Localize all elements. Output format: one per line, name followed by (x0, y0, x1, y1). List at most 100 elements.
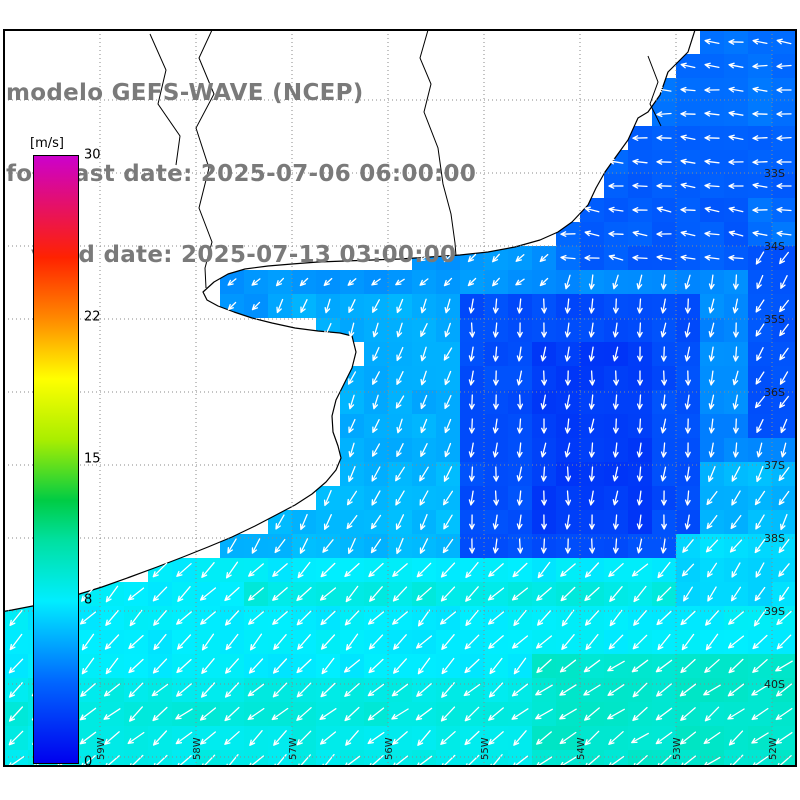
wave-arrow (441, 634, 455, 650)
wave-arrow (729, 539, 743, 553)
wave-arrow (516, 370, 523, 386)
colorbar-gradient (33, 155, 79, 764)
wave-arrow (564, 298, 571, 314)
wave-arrow (201, 658, 215, 674)
wave-arrow (612, 418, 619, 434)
wave-arrow (705, 633, 719, 651)
wave-arrow (685, 370, 691, 386)
field-cell (268, 750, 292, 766)
wave-arrow (680, 610, 696, 626)
wave-arrow (297, 561, 311, 579)
wave-arrow (588, 490, 595, 506)
wave-arrow (227, 278, 237, 286)
wave-arrow (415, 635, 433, 649)
wave-arrow (708, 370, 715, 386)
wave-arrow (609, 609, 623, 627)
wave-arrow (684, 322, 691, 338)
wave-arrow (732, 346, 739, 362)
wave-arrow (420, 418, 428, 434)
wave-arrow (177, 586, 191, 602)
wave-arrow (535, 684, 553, 696)
lat-label: 40S (764, 678, 785, 691)
colorbar: [m/s] 30 22 15 8 0 (30, 136, 120, 776)
wave-arrow (348, 299, 356, 313)
wave-arrow (513, 609, 527, 627)
wave-arrow (656, 254, 672, 261)
wave-arrow (444, 394, 452, 410)
wave-arrow (655, 731, 673, 745)
wave-arrow (153, 754, 168, 766)
wave-arrow (372, 419, 380, 433)
wave-arrow (395, 395, 405, 409)
wave-arrow (103, 708, 121, 720)
wave-arrow (515, 278, 525, 286)
wave-arrow (776, 111, 792, 117)
wave-arrow (152, 706, 168, 722)
wave-arrow (756, 347, 764, 361)
wave-arrow (565, 370, 571, 386)
wave-arrow (371, 466, 381, 482)
wave-arrow (661, 514, 667, 530)
field-cell (532, 750, 556, 766)
wave-arrow (564, 514, 571, 530)
colorbar-tick-label: 8 (84, 592, 93, 608)
wave-arrow (565, 490, 572, 506)
wave-arrow (537, 610, 551, 626)
wave-arrow (468, 298, 475, 314)
land-polygon (4, 30, 696, 612)
wave-arrow (348, 442, 355, 458)
wave-arrow (561, 609, 575, 627)
wave-arrow (393, 634, 407, 650)
lon-label: 59W (96, 737, 107, 760)
forecast-date: forecast date: 2025-07-06 06:00:00 (6, 161, 477, 187)
wave-arrow (343, 659, 361, 673)
wave-arrow (463, 683, 481, 697)
wave-arrow (488, 635, 504, 649)
wave-arrow (80, 586, 96, 602)
wave-arrow (441, 657, 455, 675)
wave-arrow (464, 634, 480, 650)
wave-arrow (564, 418, 571, 434)
wave-arrow (541, 514, 547, 530)
wave-arrow (395, 278, 405, 286)
wave-arrow (778, 490, 790, 506)
wave-arrow (440, 731, 456, 745)
land-layer (4, 30, 696, 612)
wave-arrow (754, 395, 766, 409)
wave-arrow (704, 254, 720, 261)
wave-arrow (367, 707, 385, 721)
wave-arrow (707, 586, 717, 602)
wave-arrow (756, 274, 764, 290)
lon-label: 57W (288, 737, 299, 760)
wave-arrow (492, 298, 499, 314)
wave-arrow (419, 254, 429, 262)
wave-arrow (200, 731, 216, 745)
wave-arrow (199, 707, 217, 721)
wave-arrow (493, 466, 499, 482)
field-cell (604, 750, 628, 766)
wave-arrow (464, 706, 480, 722)
label-layer: 33S 34S 35S 36S 37S 38S 39S 40S 59W 58W 57W 56W 55W 5… (3, 29, 797, 767)
wave-arrow (588, 466, 595, 482)
wave-arrow (613, 370, 620, 386)
colorbar-tick-label: 0 (84, 754, 93, 770)
wave-arrow (751, 684, 769, 696)
wave-arrow (296, 730, 312, 746)
wave-arrow (493, 370, 499, 386)
lat-label: 35S (764, 313, 785, 326)
wave-arrow (324, 298, 331, 314)
wave-arrow (631, 563, 649, 577)
wave-arrow (680, 254, 696, 261)
wave-arrow (468, 466, 475, 482)
wave-arrow (175, 731, 193, 745)
wave-arrow (275, 277, 285, 287)
wave-arrow (300, 299, 308, 313)
wave-arrow (251, 301, 261, 311)
wave-arrow (492, 346, 499, 362)
wave-arrow (272, 658, 288, 674)
wave-arrow (632, 182, 648, 189)
colorbar-unit-label: [m/s] (30, 136, 64, 151)
wave-arrow (249, 730, 263, 746)
